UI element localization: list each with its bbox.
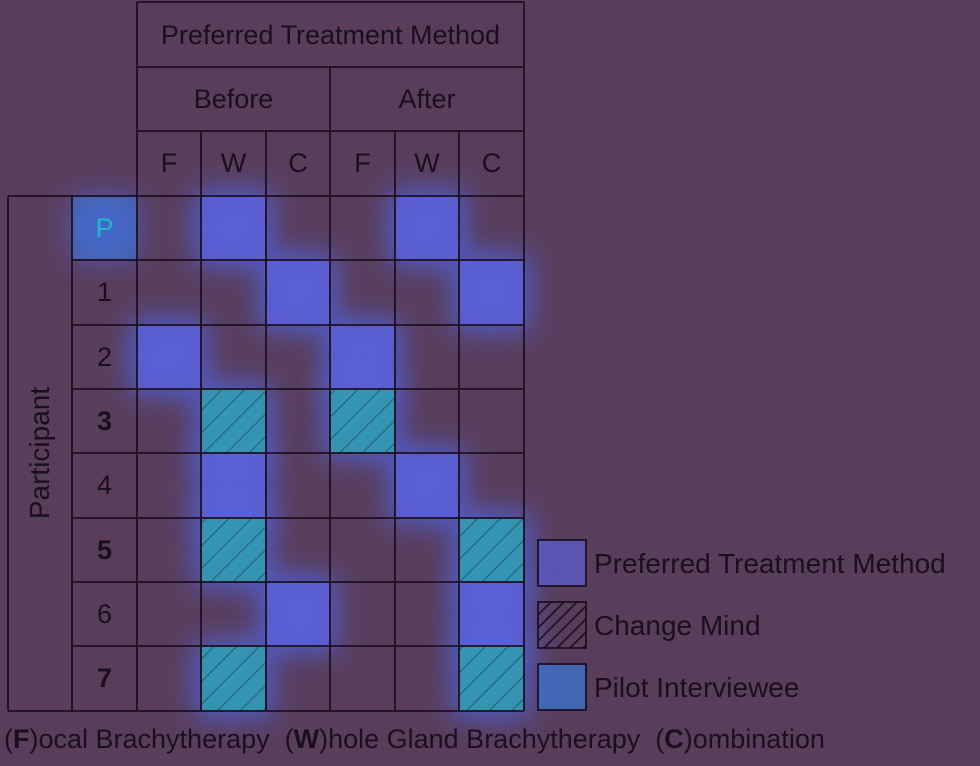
highlight-glow [453,576,530,652]
participant-label-4: 4 [96,470,113,500]
preferred-cell-2-before [137,325,201,389]
footnote-part: F [13,724,30,754]
highlight-glow [389,190,465,266]
legend-preferred-label: Preferred Treatment Method [594,548,946,579]
column-label-w-after: W [414,148,440,178]
legend-pilot-swatch [537,663,587,711]
footnote-part: )ombination [683,724,825,754]
legend-preferred-swatch [537,539,587,587]
change-mind-hatch [459,518,524,582]
header-group-before: Before [193,83,274,114]
legend-change-swatch [537,601,587,649]
change-mind-hatch [201,389,266,453]
column-label-f-after: F [354,148,371,178]
preferred-cell-5-before [201,518,266,582]
highlight-glow [195,447,272,524]
highlight-glow [195,383,272,459]
highlight-glow [260,254,336,331]
participant-label-1: 1 [96,277,113,307]
legend-hatch-line [537,601,565,629]
change-mind-hatch [201,518,266,582]
preferred-cell-5-after [459,518,524,582]
legend-hatch-line [537,601,578,642]
preferred-cell-4-after [395,453,459,518]
column-label-c-after: C [481,148,502,178]
participant-label-5: 5 [96,534,113,565]
legend-pilot-label: Pilot Interviewee [594,672,800,703]
highlight-glow [131,319,207,395]
participant-label-2: 2 [96,341,113,372]
legend-pilot-swatch-fill [538,664,586,710]
legend-hatch-line [556,618,587,649]
preferred-cell-1-after [459,260,524,325]
footnote-part: )hole Gland Brachytherapy ( [319,724,665,754]
highlight-glow [389,447,465,524]
preferred-cell-p-before [201,196,266,260]
header-group-after: After [398,83,456,114]
highlight-glow [453,512,530,588]
legend-hatch-line [582,644,587,649]
highlight-glow [195,512,272,588]
highlight-glow [453,254,530,331]
change-mind-hatch [330,389,395,453]
participant-label-6: 6 [96,598,113,629]
preferred-cell-2-after [330,325,395,389]
preferred-cell-3-before [201,389,266,453]
preferred-cell-6-after [459,582,524,646]
preferred-cell-6-before [266,582,330,646]
change-mind-hatch [201,646,266,711]
preferred-cell-1-before [266,260,330,325]
participant-axis-label: Participant [24,386,55,520]
legend-hatch-line [569,631,587,649]
legend-preferred-swatch-fill [538,540,586,586]
participant-label-p: P [95,212,114,243]
column-label-w-before: W [220,148,247,178]
header-title: Preferred Treatment Method [160,19,501,50]
footnote-part: W [293,724,320,754]
change-mind-hatch [459,646,524,711]
legend-change-label: Change Mind [594,610,761,641]
column-label-c-before: C [288,148,308,178]
abbreviation-footnote: (F)ocal Brachytherapy (W)hole Gland Brac… [4,724,825,755]
highlight-glow [453,640,530,717]
column-label-f-before: F [160,148,178,178]
highlight-glow [195,190,272,266]
participant-label-3: 3 [96,405,113,436]
highlight-glow [324,383,401,459]
legend-hatch-line [537,601,552,616]
footnote-part: C [664,724,684,754]
preferred-cell-4-before [201,453,266,518]
preferred-cell-3-after [330,389,395,453]
highlight-glow [324,319,401,395]
preferred-cell-p-after [395,196,459,260]
legend-hatch-line [543,605,587,649]
highlight-glow [260,576,336,652]
highlight-glow [195,640,272,717]
participant-label-7: 7 [96,663,113,693]
preferred-cell-7-after [459,646,524,711]
footnote-part: )ocal Brachytherapy ( [29,724,294,754]
footnote-part: ( [4,724,13,754]
preferred-cell-7-before [201,646,266,711]
